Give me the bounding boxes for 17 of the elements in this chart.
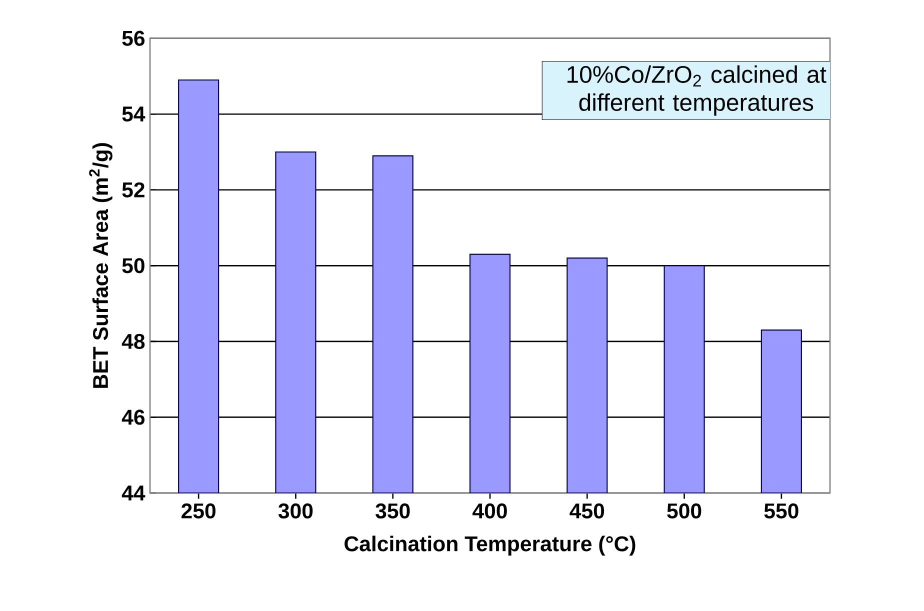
y-tick-label: 44 (122, 486, 146, 500)
y-tick-label: 56 (122, 30, 145, 46)
x-tick-label: 250 (182, 503, 216, 519)
annotation: 10%Co/ZrO$_{2}$ calcined at different temperatures (568, 65, 826, 116)
x-tick-label: 450 (570, 503, 604, 519)
x-tick-label: 350 (376, 503, 410, 519)
y-tick-label: 54 (122, 106, 146, 122)
y-tick-label: 50 (122, 258, 144, 274)
y-tick-label: 52 (122, 182, 144, 198)
y-tick-label: 48 (122, 334, 145, 349)
x-tick-label: 300 (278, 503, 313, 519)
x-tick-label: 500 (667, 503, 702, 519)
x-axis-title: Calcination Temperature (°C) (344, 536, 636, 556)
x-tick-label: 400 (472, 503, 507, 519)
y-tick-label: 46 (122, 410, 145, 425)
x-tick-label: 550 (764, 503, 798, 519)
y-axis-title: BET Surface Area (m$^{2}$/g) (89, 143, 112, 388)
